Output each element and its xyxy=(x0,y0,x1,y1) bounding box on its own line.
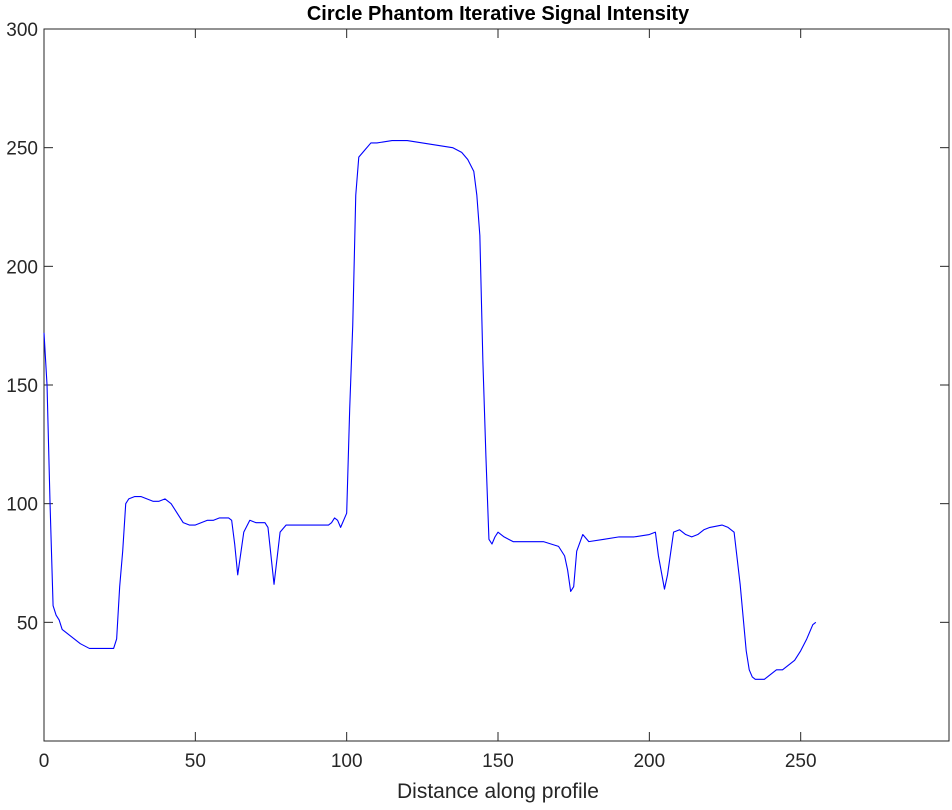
x-tick-label: 100 xyxy=(331,751,363,772)
y-tick-label: 100 xyxy=(6,495,38,516)
x-tick-label: 50 xyxy=(185,751,206,772)
x-tick-label: 250 xyxy=(785,751,817,772)
series-line xyxy=(43,140,817,680)
x-tick-label: 150 xyxy=(482,751,514,772)
chart-title: Circle Phantom Iterative Signal Intensit… xyxy=(307,3,690,25)
x-axis-label: Distance along profile xyxy=(397,780,599,803)
x-tick-label: 0 xyxy=(39,751,50,772)
x-tick-label: 200 xyxy=(633,751,665,772)
y-tick-label: 300 xyxy=(6,20,38,41)
y-tick-label: 200 xyxy=(6,257,38,278)
y-tick-label: 150 xyxy=(6,376,38,397)
plot-area: 0 50 100 150 200 250 50 100 150 200 250 300 xyxy=(6,20,950,772)
y-tick-label: 50 xyxy=(17,613,38,634)
axes-box xyxy=(43,28,950,742)
y-tick-label: 250 xyxy=(6,139,38,160)
